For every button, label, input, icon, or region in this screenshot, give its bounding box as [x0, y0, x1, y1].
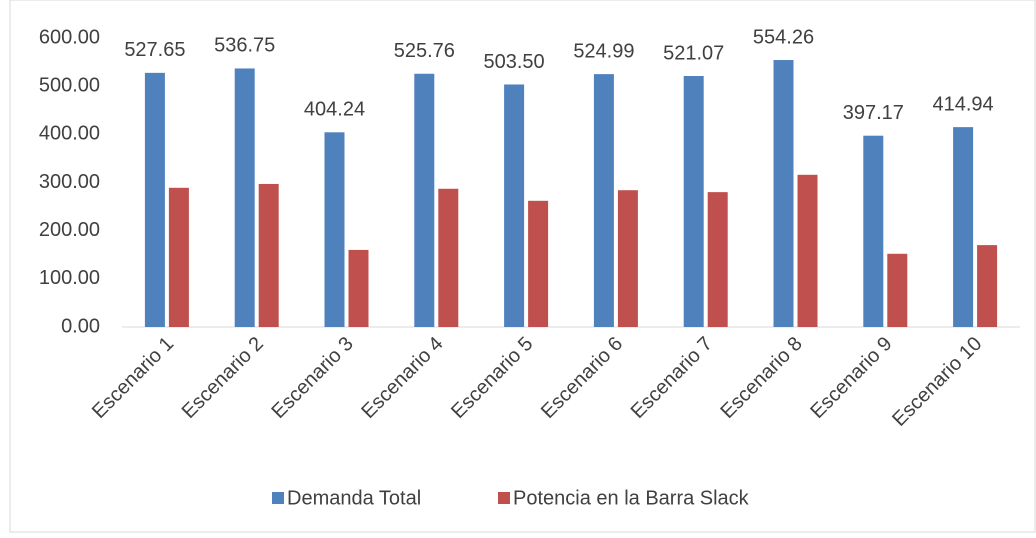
legend-swatch	[498, 492, 510, 504]
bar	[683, 76, 704, 328]
bar	[414, 73, 435, 327]
legend-swatch	[272, 492, 284, 504]
bar	[617, 190, 638, 327]
data-label: 554.26	[753, 26, 814, 48]
data-label: 527.65	[124, 39, 185, 61]
bar	[528, 200, 549, 327]
y-tick-label: 100.00	[39, 267, 100, 289]
bar	[348, 249, 369, 327]
bar	[953, 127, 974, 327]
bar	[144, 72, 165, 327]
data-label: 524.99	[573, 40, 634, 62]
bar	[863, 135, 884, 327]
y-tick-label: 200.00	[39, 219, 100, 241]
y-tick-label: 400.00	[39, 123, 100, 145]
bar	[773, 60, 794, 327]
bar	[797, 174, 818, 327]
data-label: 404.24	[304, 99, 365, 121]
y-tick-label: 300.00	[39, 171, 100, 193]
bar	[593, 74, 614, 327]
bar	[438, 188, 459, 327]
data-label: 397.17	[843, 102, 904, 124]
data-label: 414.94	[933, 93, 994, 115]
bar	[707, 192, 728, 327]
legend-label: Potencia en la Barra Slack	[513, 487, 750, 509]
data-label: 503.50	[484, 51, 545, 73]
y-tick-label: 0.00	[61, 315, 100, 337]
bar	[977, 245, 998, 327]
bar	[168, 187, 189, 327]
legend-label: Demanda Total	[287, 487, 421, 509]
y-tick-label: 600.00	[39, 26, 100, 48]
bar	[887, 253, 908, 327]
bar	[234, 68, 255, 327]
y-tick-label: 500.00	[39, 74, 100, 96]
data-label: 521.07	[663, 42, 724, 64]
bar	[324, 132, 345, 327]
data-label: 525.76	[394, 40, 455, 62]
data-label: 536.75	[214, 35, 275, 57]
bar	[504, 84, 525, 327]
bar	[258, 183, 279, 327]
